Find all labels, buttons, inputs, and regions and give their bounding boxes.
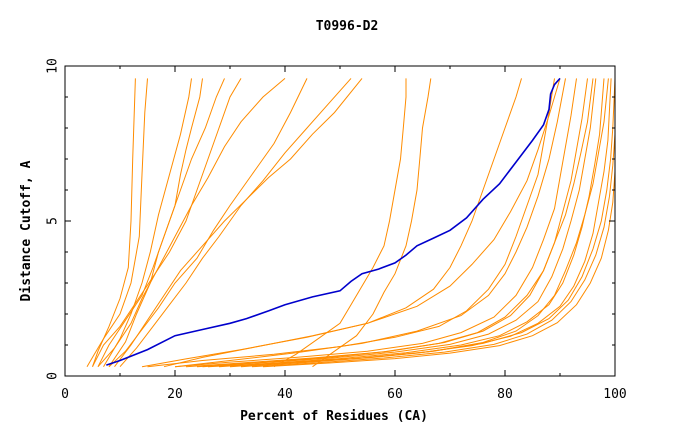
- y-axis-label: Distance Cutoff, A: [19, 160, 34, 301]
- series-line-4: [92, 78, 242, 367]
- y-axis: 0 5 10: [46, 58, 615, 380]
- series-line-25: [174, 78, 566, 368]
- highlight-series-group: [106, 77, 561, 366]
- series-line-11: [273, 78, 407, 368]
- series-line-1: [92, 78, 136, 367]
- series-line-10: [108, 78, 225, 367]
- x-tick-label: 20: [167, 387, 183, 402]
- series-line-21: [240, 78, 609, 368]
- series-line-9: [103, 78, 192, 367]
- series-line-22: [196, 78, 594, 368]
- series-line-5: [97, 78, 286, 368]
- series-line-13: [163, 78, 522, 368]
- series-line-17: [202, 78, 597, 368]
- x-tick-label: 100: [603, 387, 626, 402]
- series-line-24: [262, 78, 615, 368]
- x-axis: 0 20 40 60 80 100: [61, 66, 627, 402]
- x-tick-label: 0: [61, 387, 69, 402]
- chart-title: T0996-D2: [316, 19, 379, 34]
- x-tick-label: 60: [387, 387, 403, 402]
- x-tick-label: 80: [497, 387, 513, 402]
- x-tick-label: 40: [277, 387, 293, 402]
- y-tick-label: 5: [46, 217, 61, 225]
- series-line-18: [218, 78, 605, 368]
- series-line-19: [229, 78, 612, 368]
- other-series-group: [86, 78, 615, 368]
- y-tick-label: 10: [46, 58, 61, 74]
- series-line-26: [141, 78, 561, 368]
- series-line-7: [119, 78, 352, 368]
- series-line-8: [114, 78, 363, 368]
- series-line-2: [86, 78, 148, 367]
- series-line-14: [147, 78, 555, 368]
- highlight-series-line: [106, 77, 561, 366]
- series-line-12: [312, 78, 432, 368]
- x-axis-label: Percent of Residues (CA): [240, 409, 428, 424]
- y-tick-label: 0: [46, 372, 61, 380]
- series-line-15: [174, 78, 577, 368]
- series-line-23: [251, 78, 615, 368]
- series-line-16: [185, 78, 588, 368]
